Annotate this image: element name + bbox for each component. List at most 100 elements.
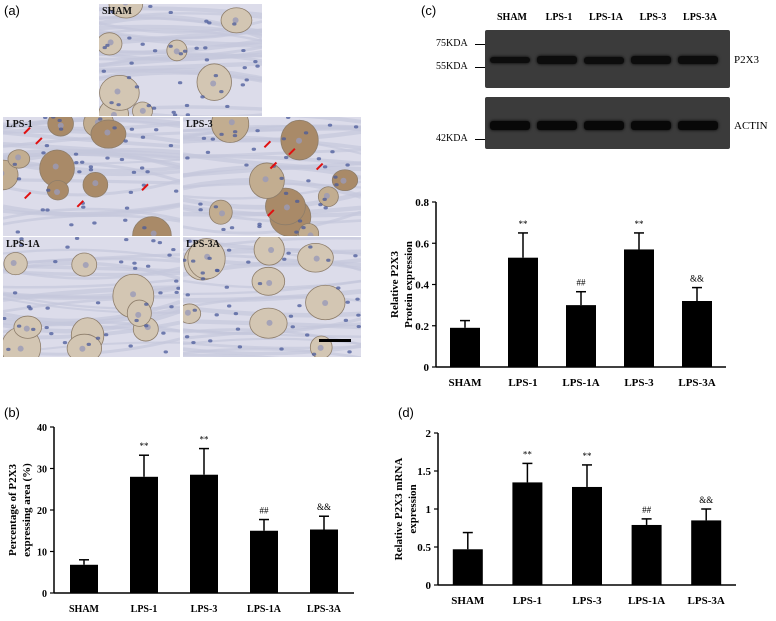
p2x3-band <box>537 56 577 64</box>
y-tick-label: 10 <box>37 548 47 559</box>
y-tick-label: 2 <box>426 428 432 440</box>
y-tick-label: 1.5 <box>417 466 431 478</box>
significance-label: && <box>699 495 713 505</box>
p2x3-band <box>584 56 624 64</box>
significance-label: ## <box>260 506 270 516</box>
category-label: LPS-3 <box>624 377 654 389</box>
category-label: SHAM <box>451 595 485 607</box>
y-tick-label: 0.6 <box>415 238 429 250</box>
bar <box>512 482 543 585</box>
actin-band <box>490 121 530 130</box>
significance-label: ** <box>140 441 150 451</box>
category-label: LPS-3 <box>572 595 602 607</box>
micrograph-tissue-lps1a <box>3 237 180 357</box>
micrograph-tissue-lps1 <box>3 117 180 236</box>
bar <box>682 301 712 367</box>
chart-c: 0 0.2 0.4 0.6 0.8 Relative P2X3 Protein expres… <box>389 197 726 389</box>
category-label: LPS-1 <box>513 595 542 607</box>
micrograph-label-lps3: LPS-3 <box>186 119 213 130</box>
y-tick-label: 0 <box>42 589 47 600</box>
significance-label: ** <box>635 219 645 229</box>
bar <box>566 305 596 367</box>
y-tick-label: 1 <box>426 504 432 516</box>
y-tick-label: 0.4 <box>415 280 429 292</box>
bar <box>631 524 662 585</box>
micrograph-label-lps1a: LPS-1A <box>6 239 40 250</box>
category-label: LPS-1A <box>562 377 599 389</box>
y-tick-label: 0 <box>424 362 430 374</box>
y-tick-label: 0 <box>426 580 432 592</box>
actin-band <box>631 121 671 130</box>
bar <box>70 564 98 593</box>
p2x3-band <box>490 57 530 63</box>
category-label: LPS-3A <box>678 377 715 389</box>
micrograph-lps3a: LPS-3A <box>182 236 362 358</box>
y-tick-label: 30 <box>37 465 47 476</box>
micrograph-lps1a: LPS-1A <box>2 236 181 358</box>
micrograph-tissue-lps3a <box>183 237 361 357</box>
significance-label: ## <box>577 278 587 288</box>
y-axis-label: Protein expression <box>403 241 415 328</box>
p2x3-band <box>631 56 671 64</box>
bar <box>130 476 158 593</box>
y-tick-label: 40 <box>37 423 47 434</box>
category-label: LPS-1 <box>131 604 158 615</box>
significance-label: ** <box>519 219 529 229</box>
bar <box>452 549 483 585</box>
category-label: LPS-1A <box>247 604 282 615</box>
y-axis-label: expressing area (%) <box>21 463 33 557</box>
category-label: LPS-3A <box>688 595 725 607</box>
panel-label-c: (c) <box>421 3 437 18</box>
significance-label: ** <box>523 449 533 459</box>
panel-label-d: (d) <box>398 405 414 420</box>
blot-lane-label: LPS-1 <box>545 12 573 23</box>
chart-d: 0 0.5 1 1.5 2 Relative P2X3 mRNA expression SHA… <box>393 428 736 607</box>
bar <box>508 257 538 367</box>
category-label: SHAM <box>449 377 483 389</box>
marker-tick-75 <box>475 44 485 45</box>
band-label-actin: ACTIN <box>734 120 768 132</box>
marker-42kda: 42KDA <box>436 133 468 144</box>
significance-label: ** <box>583 451 593 461</box>
y-tick-label: 0.2 <box>415 321 429 333</box>
band-label-p2x3: P2X3 <box>734 54 760 66</box>
micrograph-label-lps1: LPS-1 <box>6 119 33 130</box>
y-tick-label: 0.8 <box>415 197 429 209</box>
micrograph-tissue-lps3 <box>183 117 361 236</box>
micrograph-lps3: LPS-3 <box>182 116 362 237</box>
bar <box>691 520 722 585</box>
y-tick-label: 0.5 <box>417 542 431 554</box>
panel-label-b: (b) <box>4 405 20 420</box>
bar <box>250 530 278 593</box>
category-label: LPS-3 <box>191 604 218 615</box>
marker-tick-42 <box>475 139 485 140</box>
micrograph-lps1: LPS-1 <box>2 116 181 237</box>
bar <box>450 327 480 367</box>
actin-band <box>678 121 718 130</box>
p2x3-band <box>678 56 718 64</box>
blot-lane-label: LPS-3A <box>683 12 717 23</box>
y-axis-label: Relative P2X3 <box>389 251 401 318</box>
bar <box>624 249 654 367</box>
bar <box>310 529 338 593</box>
bar <box>190 474 218 593</box>
actin-band <box>584 121 624 130</box>
marker-75kda: 75KDA <box>436 38 468 49</box>
y-axis-label: expression <box>407 484 419 533</box>
blot-lane-label: SHAM <box>497 12 527 23</box>
micrograph-sham: SHAM <box>98 3 263 117</box>
y-axis-label: Percentage of P2X3 <box>7 463 19 556</box>
significance-label: ## <box>642 505 652 515</box>
actin-band <box>537 121 577 130</box>
blot-lane-label: LPS-3 <box>639 12 667 23</box>
marker-55kda: 55KDA <box>436 61 468 72</box>
micrograph-tissue-sham <box>99 4 262 116</box>
panel-label-a: (a) <box>4 3 20 18</box>
bar <box>572 486 602 585</box>
significance-label: ** <box>200 435 210 445</box>
y-axis-label: Relative P2X3 mRNA <box>393 458 405 561</box>
micrograph-label-sham: SHAM <box>102 6 132 17</box>
category-label: LPS-3A <box>307 604 342 615</box>
significance-label: && <box>690 274 704 284</box>
marker-tick-55 <box>475 67 485 68</box>
